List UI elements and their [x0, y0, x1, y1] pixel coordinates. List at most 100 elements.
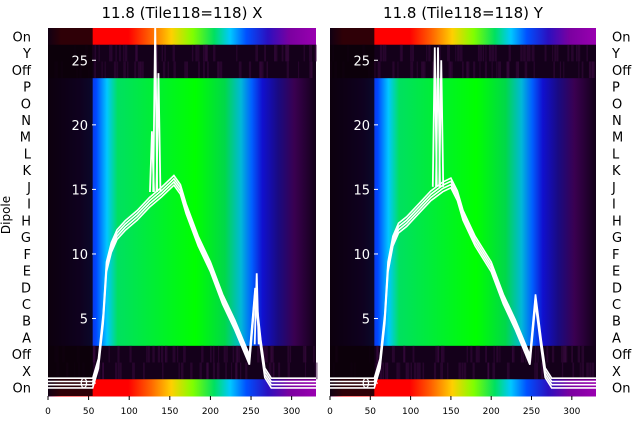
heatmap-noise: [586, 45, 587, 62]
heatmap-noise: [161, 346, 163, 363]
heatmap-noise: [485, 45, 486, 62]
dipole-label-f: F: [24, 248, 31, 263]
heatmap-noise: [123, 61, 126, 78]
heatmap-noise: [129, 346, 131, 363]
heatmap-noise: [224, 346, 226, 363]
heatmap-noise: [195, 45, 198, 62]
heatmap-noise: [464, 363, 467, 380]
heatmap-noise: [419, 363, 420, 380]
heatmap-noise: [111, 45, 112, 62]
heatmap-noise: [552, 45, 553, 62]
dipole-label-l: L: [24, 147, 32, 162]
heatmap-noise: [134, 61, 136, 78]
dipole-label-n: N: [21, 114, 31, 129]
chart-title: 11.8 (Tile118=118) X: [101, 4, 262, 22]
heatmap-noise: [417, 363, 420, 380]
heatmap-noise: [213, 346, 215, 363]
dipole-label-off: Off: [12, 64, 32, 79]
x-tick-label: 50: [365, 407, 377, 417]
dipole-label-j: J: [611, 181, 616, 196]
heatmap-noise: [315, 363, 318, 380]
heatmap-noise: [496, 346, 498, 363]
heatmap-noise: [120, 363, 122, 380]
heatmap-noise: [426, 45, 427, 62]
heatmap-noise: [261, 61, 264, 78]
dipole-label-on: On: [13, 30, 31, 45]
dipole-label-e: E: [612, 265, 620, 280]
heatmap-noise: [105, 61, 106, 78]
heatmap-noise: [589, 363, 591, 380]
heatmap-noise: [374, 61, 375, 78]
x-tick-label: 300: [563, 407, 580, 417]
heatmap-noise: [199, 363, 201, 380]
heatmap-noise: [217, 363, 220, 380]
heatmap-noise: [541, 363, 543, 380]
heatmap-noise: [455, 45, 456, 62]
dipole-label-h: H: [612, 214, 622, 229]
heatmap-noise: [578, 45, 581, 62]
heatmap-noise: [496, 61, 497, 78]
x-tick-label: 100: [402, 407, 419, 417]
heatmap-noise: [123, 45, 124, 62]
heatmap-noise: [410, 61, 413, 78]
heatmap-noise: [527, 45, 529, 62]
heatmap-noise: [378, 61, 381, 78]
dipole-label-a: A: [22, 331, 31, 346]
heatmap-noise: [534, 363, 535, 380]
heatmap-noise: [478, 45, 480, 62]
x-tick-label: 150: [161, 407, 178, 417]
overlay-tick-label: 10: [353, 248, 370, 263]
heatmap-noise: [132, 363, 133, 380]
overlay-tick-label: 15: [353, 183, 370, 198]
heatmap-noise: [298, 61, 299, 78]
heatmap-noise: [275, 45, 278, 62]
heatmap-noise: [392, 346, 395, 363]
heatmap-noise: [462, 61, 464, 78]
x-tick-label: 200: [202, 407, 219, 417]
heatmap-noise: [141, 61, 144, 78]
heatmap-noise: [589, 61, 592, 78]
heatmap-noise: [576, 45, 577, 62]
heatmap-noise: [163, 61, 165, 78]
heatmap-noise: [109, 346, 110, 363]
heatmap-noise: [138, 61, 141, 78]
heatmap-noise: [546, 346, 548, 363]
heatmap-noise: [438, 346, 439, 363]
dipole-label-h: H: [21, 214, 31, 229]
dipole-label-y: Y: [22, 47, 31, 62]
heatmap-noise: [245, 363, 247, 380]
heatmap-noise: [434, 363, 436, 380]
overlay-tick-label: 20: [353, 119, 370, 134]
dipole-label-l: L: [612, 147, 620, 162]
heatmap-noise: [133, 363, 135, 380]
heatmap-noise: [136, 45, 138, 62]
x-tick-label: 250: [242, 407, 259, 417]
heatmap-noise: [460, 45, 463, 62]
heatmap-noise: [586, 363, 589, 380]
heatmap-noise: [162, 363, 163, 380]
heatmap-noise: [485, 61, 487, 78]
heatmap-noise: [532, 45, 535, 62]
overlay-tick-label: 10: [71, 248, 88, 263]
heatmap-low-band: [330, 28, 374, 396]
heatmap-noise: [207, 363, 208, 380]
dipole-label-g: G: [21, 231, 31, 246]
heatmap-noise: [213, 363, 215, 380]
heatmap-noise: [414, 363, 417, 380]
dipole-label-d: D: [612, 281, 622, 296]
heatmap-noise: [581, 346, 584, 363]
heatmap-noise: [162, 45, 163, 62]
heatmap-noise: [537, 346, 538, 363]
overlay-tick-label: 20: [71, 119, 88, 134]
heatmap-noise: [457, 45, 459, 62]
heatmap-noise: [273, 363, 274, 380]
heatmap-noise: [479, 61, 480, 78]
heatmap-noise: [392, 61, 394, 78]
heatmap-noise: [118, 363, 120, 380]
heatmap-noise: [560, 61, 561, 78]
heatmap-noise: [467, 346, 468, 363]
heatmap-noise: [483, 45, 484, 62]
heatmap-noise: [578, 61, 579, 78]
heatmap-noise: [147, 346, 149, 363]
